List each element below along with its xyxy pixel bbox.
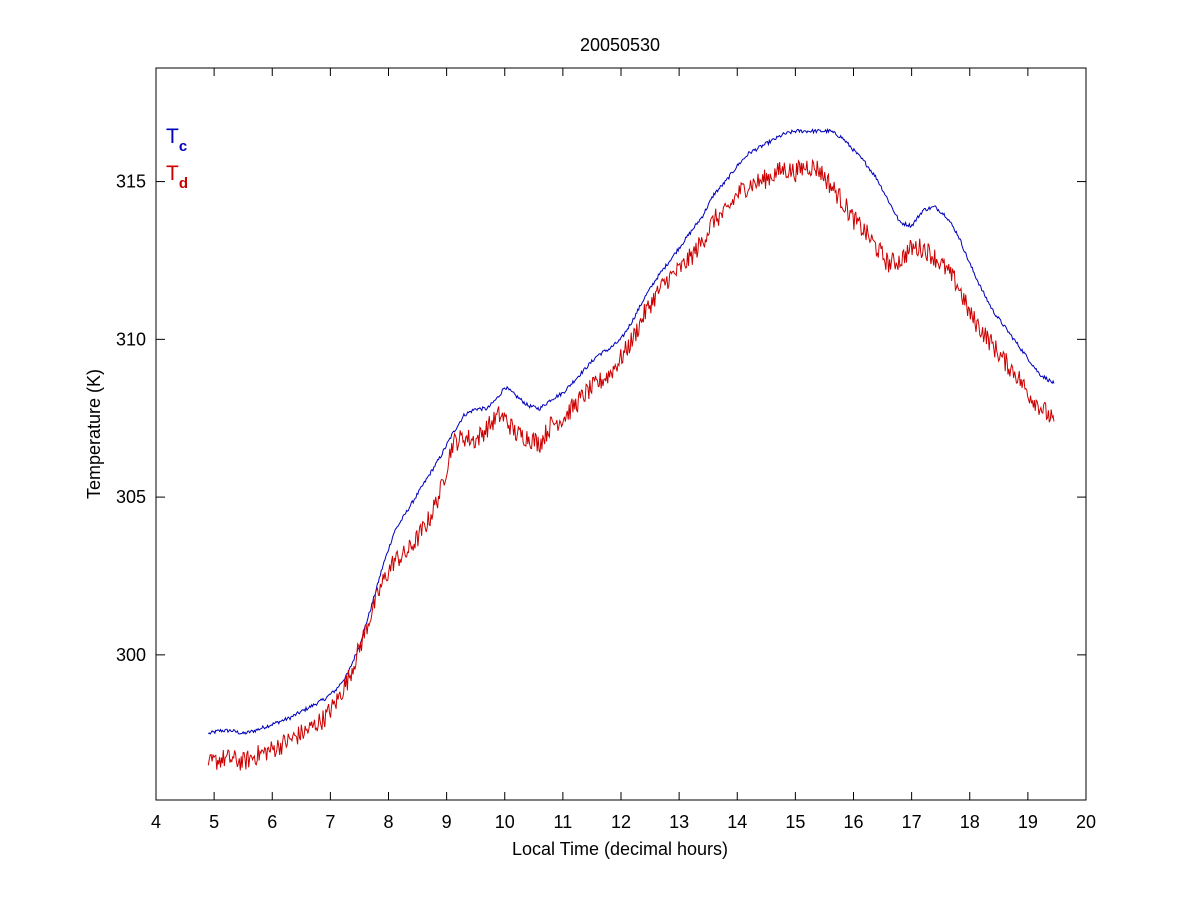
legend: Tc Td — [166, 125, 188, 192]
x-tick-label: 18 — [960, 812, 980, 832]
series-line-td — [207, 158, 1055, 771]
x-tick-label: 6 — [267, 812, 277, 832]
y-tick-label: 310 — [116, 329, 146, 349]
y-axis-ticks: 300 305 310 315 — [116, 172, 1086, 665]
x-tick-label: 8 — [383, 812, 393, 832]
x-tick-label: 17 — [902, 812, 922, 832]
x-tick-label: 15 — [785, 812, 805, 832]
series-layer — [207, 127, 1055, 771]
y-tick-label: 315 — [116, 172, 146, 192]
legend-entry-tc: Tc — [166, 125, 187, 155]
x-axis-label: Local Time (decimal hours) — [512, 839, 728, 859]
x-tick-label: 5 — [209, 812, 219, 832]
x-axis-ticks: 4 5 6 7 8 9 10 11 12 13 14 15 16 17 18 19 20 — [151, 68, 1096, 832]
x-tick-label: 9 — [442, 812, 452, 832]
x-tick-label: 10 — [495, 812, 515, 832]
series-line-tc — [207, 127, 1055, 735]
x-tick-label: 11 — [554, 812, 573, 832]
y-tick-label: 300 — [116, 645, 146, 665]
x-tick-label: 7 — [325, 812, 335, 832]
y-axis-label: Temperature (K) — [84, 369, 104, 499]
y-tick-label: 305 — [116, 487, 146, 507]
x-tick-label: 13 — [669, 812, 689, 832]
x-tick-label: 16 — [843, 812, 863, 832]
legend-entry-td: Td — [166, 162, 188, 192]
plot-area-frame — [155, 67, 1087, 801]
x-tick-label: 19 — [1018, 812, 1038, 832]
x-tick-label: 20 — [1076, 812, 1096, 832]
x-tick-label: 12 — [611, 812, 631, 832]
x-tick-label: 14 — [727, 812, 747, 832]
chart-title: 20050530 — [580, 35, 660, 55]
x-tick-label: 4 — [151, 812, 161, 832]
